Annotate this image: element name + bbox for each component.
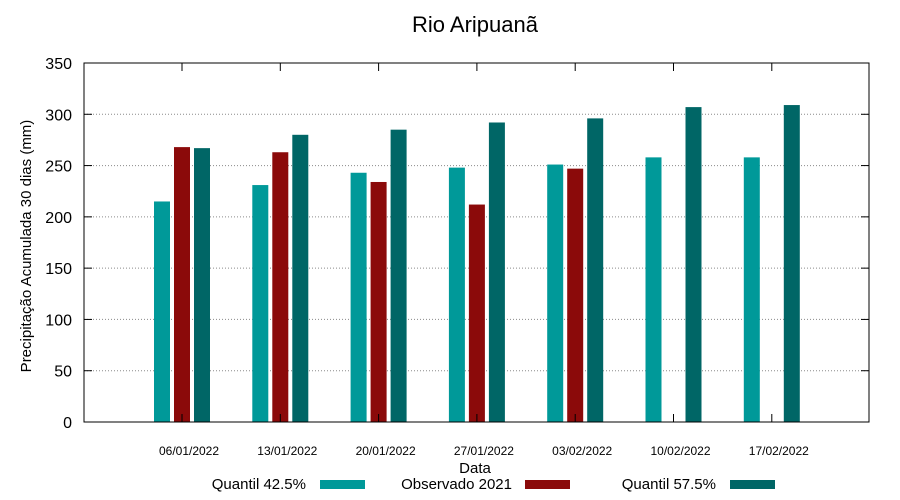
chart-title: Rio Aripuanã bbox=[412, 12, 539, 37]
bars bbox=[154, 105, 800, 423]
bar-series-0 bbox=[154, 201, 170, 422]
bar-series-1 bbox=[272, 152, 289, 423]
y-axis-label: Precipitação Acumulada 30 dias (mm) bbox=[18, 120, 35, 373]
bar-series-2 bbox=[685, 107, 702, 422]
bar-series-1 bbox=[468, 204, 485, 422]
bar-series-0 bbox=[252, 185, 269, 422]
bar-series-0 bbox=[645, 157, 662, 422]
legend-swatch bbox=[730, 480, 775, 489]
bar-series-1 bbox=[174, 147, 190, 422]
y-tick-label: 100 bbox=[45, 312, 72, 329]
x-tick-label: 27/01/2022 bbox=[454, 444, 514, 458]
bar-series-2 bbox=[488, 122, 505, 423]
bar-series-0 bbox=[743, 157, 760, 422]
legend-label: Observado 2021 bbox=[401, 476, 512, 493]
x-tick-label: 03/02/2022 bbox=[552, 444, 612, 458]
bar-series-2 bbox=[194, 148, 210, 423]
y-tick-label: 0 bbox=[63, 415, 72, 432]
bar-series-2 bbox=[587, 118, 604, 422]
y-tick-label: 150 bbox=[45, 261, 72, 278]
x-tick-label: 20/01/2022 bbox=[356, 444, 416, 458]
x-axis-label: Data bbox=[459, 460, 491, 477]
bar-series-0 bbox=[350, 172, 367, 422]
bar-series-2 bbox=[783, 105, 800, 422]
y-tick-label: 350 bbox=[45, 56, 72, 73]
x-tick-label: 13/01/2022 bbox=[257, 444, 317, 458]
legend-swatch bbox=[320, 480, 365, 489]
bar-series-1 bbox=[370, 181, 387, 422]
y-tick-label: 50 bbox=[54, 364, 72, 381]
bar-series-0 bbox=[448, 167, 465, 422]
y-axis-ticks: 0 50 100 150 200 250 300 350 bbox=[45, 56, 869, 432]
bar-series-1 bbox=[567, 168, 584, 422]
x-axis-ticks: 06/01/2022 13/01/2022 20/01/2022 27/01/2022… bbox=[159, 63, 809, 458]
x-tick-label: 17/02/2022 bbox=[749, 444, 809, 458]
y-tick-label: 250 bbox=[45, 159, 72, 176]
bar-series-0 bbox=[547, 164, 564, 422]
legend: Quantil 42.5% Observado 2021 Quantil 57.5% bbox=[212, 476, 775, 493]
grid-lines bbox=[84, 113, 869, 372]
legend-label: Quantil 42.5% bbox=[212, 476, 306, 493]
legend-swatch bbox=[525, 480, 570, 489]
bar-series-2 bbox=[292, 134, 309, 423]
bar-series-2 bbox=[390, 129, 407, 422]
y-tick-label: 300 bbox=[45, 107, 72, 124]
x-tick-label: 10/02/2022 bbox=[650, 444, 710, 458]
y-tick-label: 200 bbox=[45, 210, 72, 227]
x-tick-label: 06/01/2022 bbox=[159, 444, 219, 458]
legend-label: Quantil 57.5% bbox=[622, 476, 716, 493]
